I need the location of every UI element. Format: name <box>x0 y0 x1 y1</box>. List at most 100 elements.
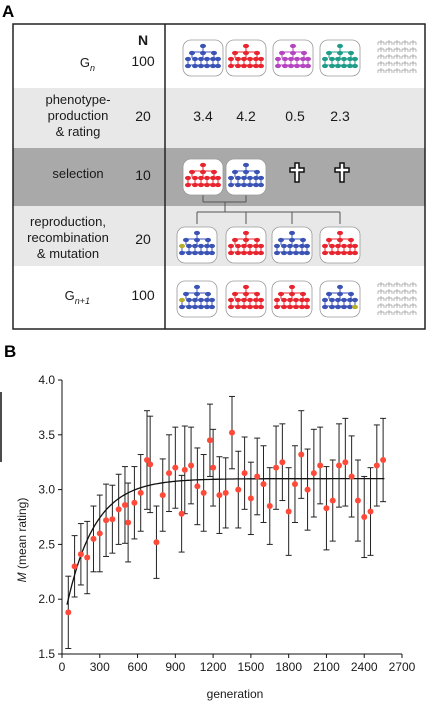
thumbnail-tree-icon <box>409 310 417 315</box>
data-point <box>348 473 355 480</box>
genome-tree-icon <box>319 226 361 264</box>
thumbnail-tree-icon <box>409 282 417 287</box>
row-label-gn: Gn <box>80 55 95 73</box>
data-point <box>77 551 84 558</box>
svg-text:phenotype-: phenotype- <box>45 92 110 107</box>
data-point <box>298 451 305 458</box>
thumbnail-tree-icon <box>393 68 401 73</box>
data-point <box>254 473 261 480</box>
data-point <box>354 497 361 504</box>
thumbnail-tree-icon <box>377 61 385 66</box>
genome-tree-icon <box>176 280 218 318</box>
data-point <box>194 483 201 490</box>
x-tick-label: 0 <box>59 660 66 674</box>
x-tick-label: 1200 <box>200 660 227 674</box>
data-point <box>373 462 380 469</box>
svg-text:Gn+1: Gn+1 <box>65 288 90 306</box>
data-point <box>323 505 330 512</box>
row-label-selection: selection <box>52 166 103 181</box>
population-thumbnails <box>377 40 417 315</box>
x-tick-label: 1800 <box>275 660 302 674</box>
data-point <box>279 459 286 466</box>
data-point <box>115 506 122 513</box>
data-point <box>147 461 154 468</box>
x-tick-label: 2400 <box>351 660 378 674</box>
data-point <box>65 609 72 616</box>
data-point <box>317 462 324 469</box>
thumbnail-tree-icon <box>409 68 417 73</box>
thumbnail-tree-icon <box>393 303 401 308</box>
panel-a: A N Gn phenotype- production & rating se… <box>2 2 426 330</box>
data-point <box>71 563 78 570</box>
thumbnail-tree-icon <box>385 289 393 294</box>
data-point <box>109 516 116 523</box>
thumbnail-tree-icon <box>401 296 409 301</box>
x-tick-label: 1500 <box>238 660 265 674</box>
data-point <box>166 470 173 477</box>
data-point <box>241 470 248 477</box>
svg-text:Gn: Gn <box>80 55 95 73</box>
y-tick-label: 2.5 <box>38 537 55 551</box>
genome-tree-icon <box>225 158 267 196</box>
data-point <box>96 530 103 537</box>
thumbnail-tree-icon <box>401 303 409 308</box>
thumbnail-tree-icon <box>377 68 385 73</box>
thumbnail-tree-icon <box>401 282 409 287</box>
thumbnail-tree-icon <box>401 47 409 52</box>
cross-icon <box>334 162 350 183</box>
thumbnail-tree-icon <box>385 61 393 66</box>
y-tick-label: 1.5 <box>38 647 55 661</box>
y-tick-label: 4.0 <box>38 373 55 387</box>
data-point <box>125 519 132 526</box>
data-point <box>247 495 254 502</box>
panel-a-label: A <box>2 2 14 21</box>
thumbnail-tree-icon <box>409 40 417 45</box>
thumbnail-tree-icon <box>401 40 409 45</box>
data-point <box>291 481 298 488</box>
row-n-gn: 100 <box>131 53 155 69</box>
x-tick-label: 2700 <box>389 660 416 674</box>
row-label-phenotype: phenotype- production & rating <box>45 92 110 139</box>
genome-tree-icon <box>176 226 218 264</box>
data-point <box>235 486 242 493</box>
thumbnail-tree-icon <box>385 68 393 73</box>
row-n-reproduction: 20 <box>135 231 151 247</box>
thumbnail-tree-icon <box>377 40 385 45</box>
row-label-reproduction: reproduction, recombination & mutation <box>27 214 109 261</box>
genome-tree-icon <box>182 39 224 77</box>
lineage-connectors <box>196 192 341 224</box>
thumbnail-tree-icon <box>377 54 385 59</box>
cross-icon <box>289 162 305 183</box>
data-point <box>84 554 91 561</box>
data-point <box>336 462 343 469</box>
thumbnail-tree-icon <box>393 47 401 52</box>
genome-tree-icon <box>271 226 313 264</box>
chart-plot: 1.5 2.0 2.5 3.0 3.5 4.0 0 300 600 900 1200 1500 1800… <box>38 373 415 674</box>
x-tick-label: 2100 <box>313 660 340 674</box>
data-point <box>153 539 160 546</box>
thumbnail-tree-icon <box>377 296 385 301</box>
data-point <box>206 437 213 444</box>
data-point <box>200 489 207 496</box>
rating-4: 2.3 <box>330 108 350 124</box>
genome-tree-icon <box>271 280 313 318</box>
data-point <box>222 489 229 496</box>
thumbnail-tree-icon <box>409 303 417 308</box>
data-point <box>304 486 311 493</box>
y-tick-label: 3.5 <box>38 428 55 442</box>
thumbnail-tree-icon <box>393 296 401 301</box>
svg-text:production: production <box>48 108 109 123</box>
thumbnail-tree-icon <box>409 47 417 52</box>
x-tick-label: 600 <box>128 660 148 674</box>
svg-text:recombination: recombination <box>27 230 109 245</box>
thumbnail-tree-icon <box>401 54 409 59</box>
row-n-selection: 10 <box>135 167 151 183</box>
svg-text:reproduction,: reproduction, <box>30 214 106 229</box>
data-point <box>210 464 217 471</box>
data-point <box>361 514 368 520</box>
y-tick-label: 3.0 <box>38 483 55 497</box>
row-n-gn1: 100 <box>131 287 155 303</box>
row-label-gn1: Gn+1 <box>65 288 90 306</box>
data-point <box>273 464 280 471</box>
x-tick-label: 300 <box>90 660 110 674</box>
